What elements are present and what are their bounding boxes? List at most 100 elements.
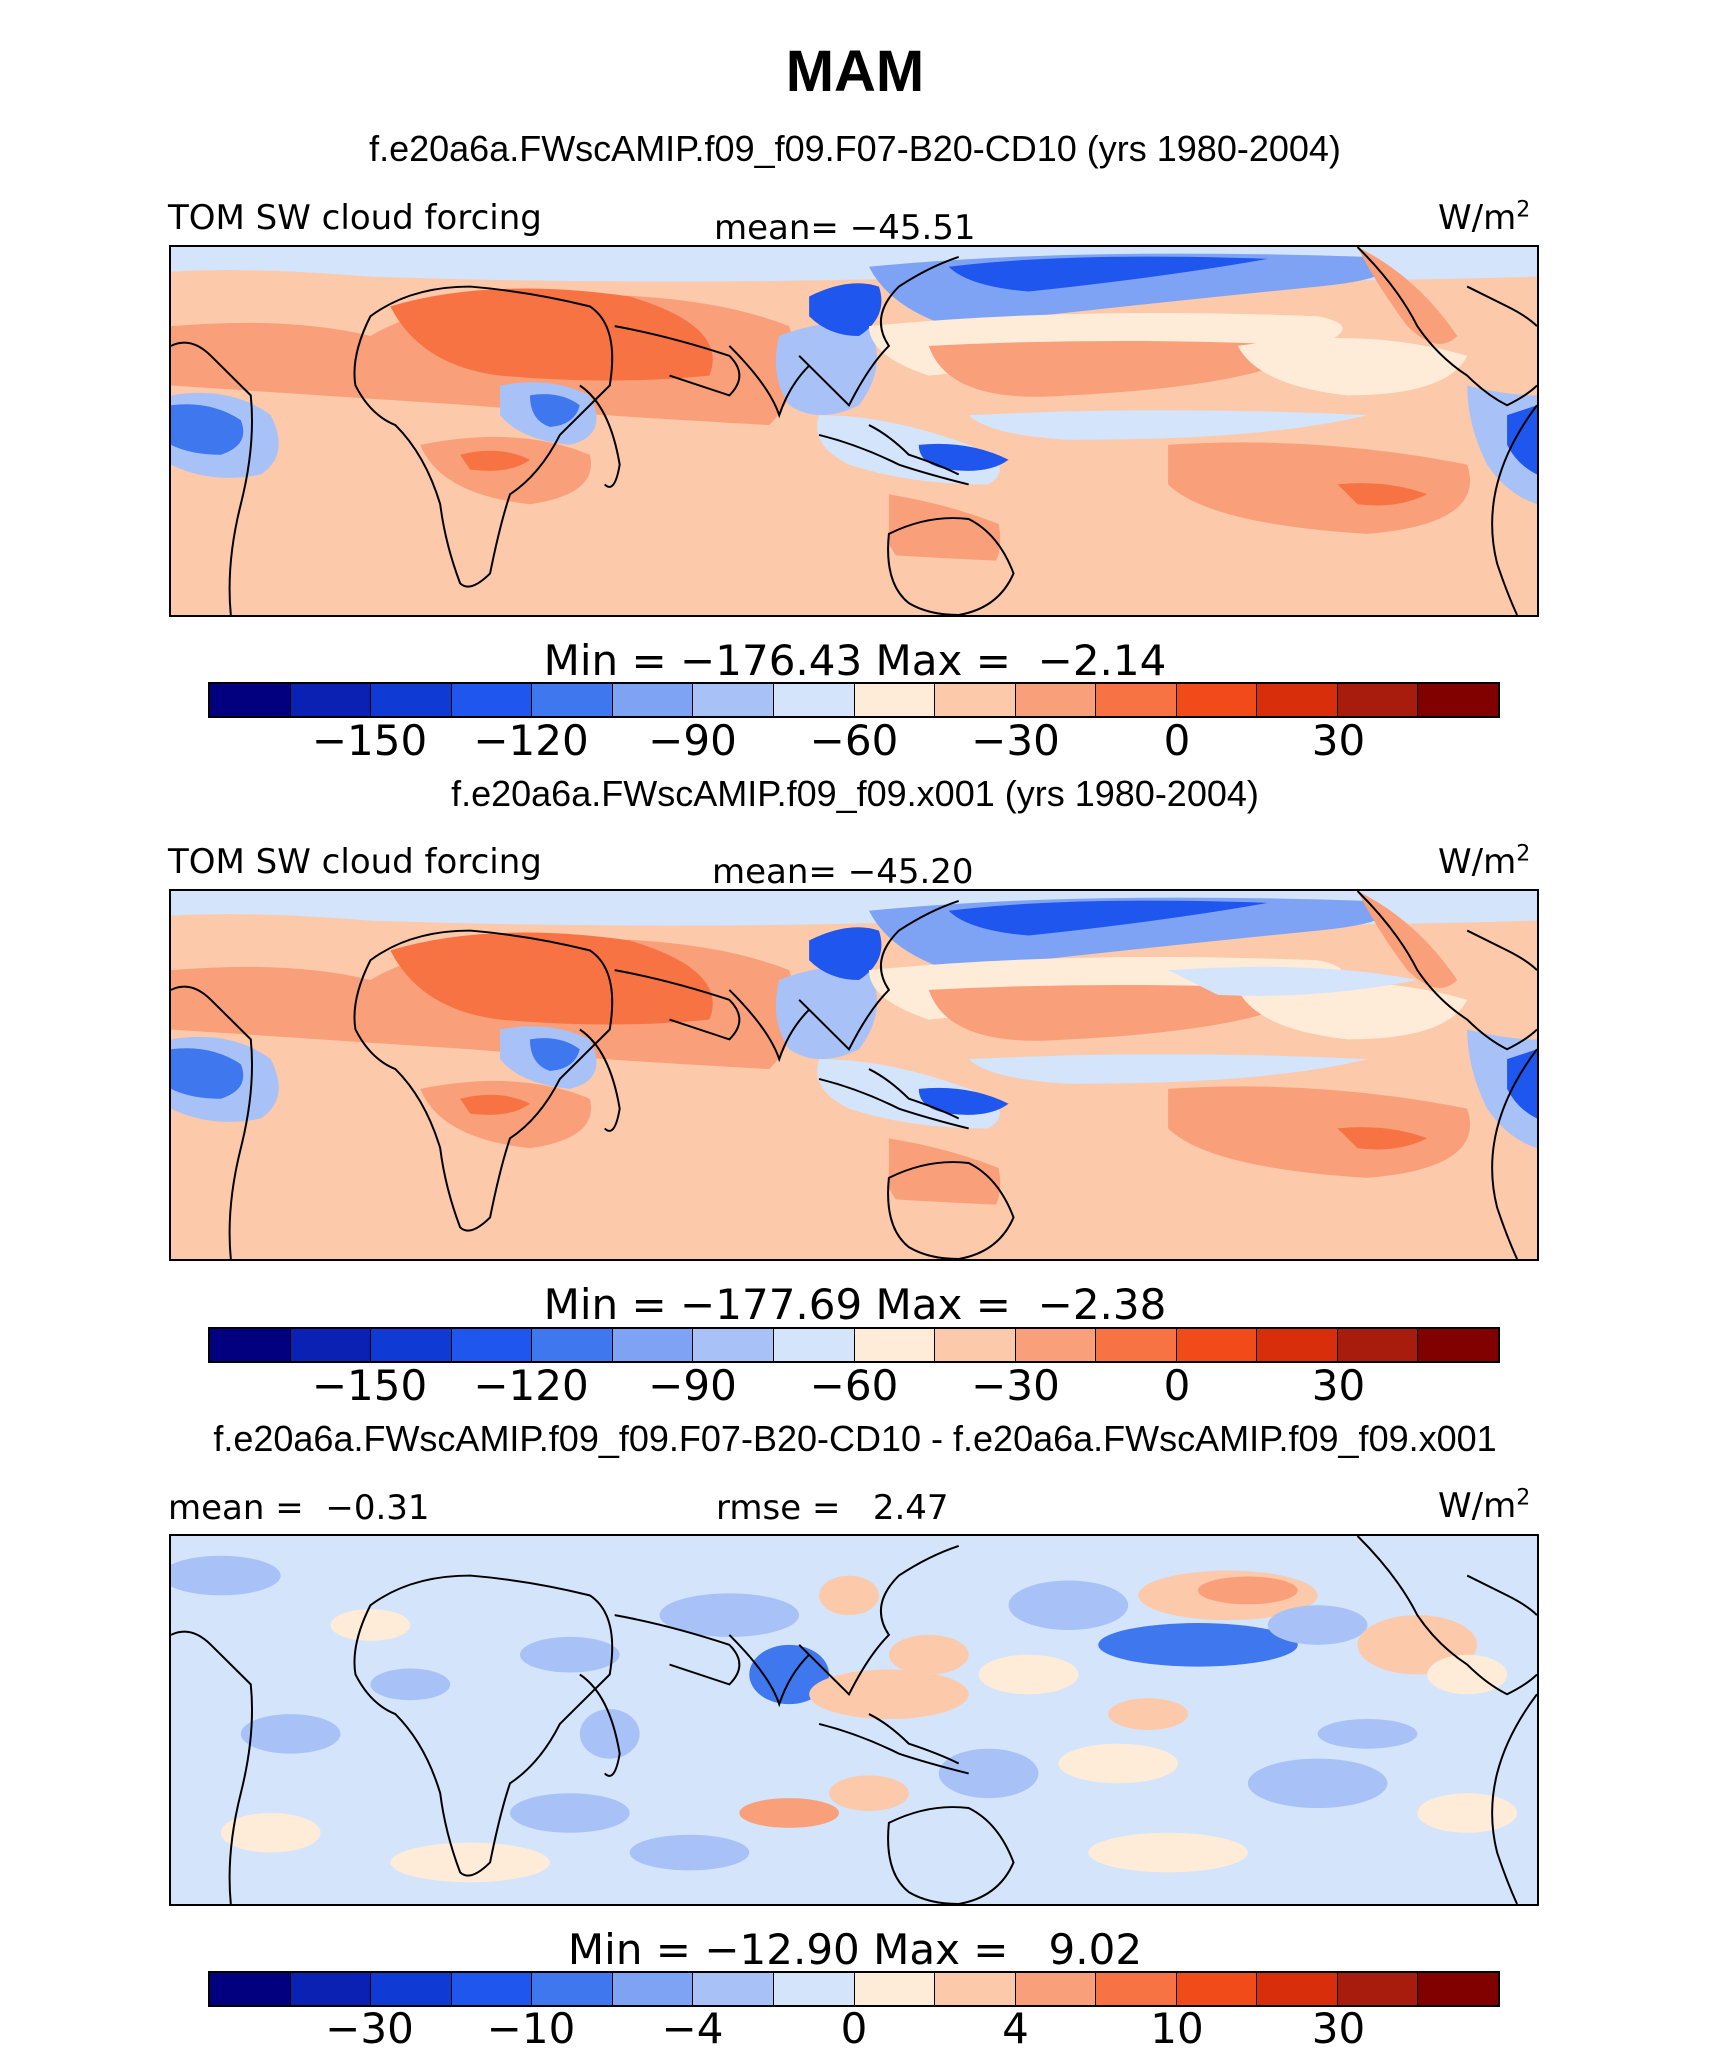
colorbar-swatch [935, 1973, 1016, 2005]
contour-region [1427, 1654, 1508, 1695]
colorbar-tick-label: 30 [1311, 1361, 1366, 1410]
colorbar-tick-label: 30 [1311, 2004, 1366, 2053]
coastline [728, 345, 810, 419]
contour-region [928, 340, 1318, 397]
colorbar-swatch [532, 1973, 613, 2005]
panel-1-map [169, 245, 1539, 617]
colorbar-swatch [210, 684, 291, 716]
coastline [887, 517, 1015, 615]
colorbar-swatch [773, 1973, 855, 2005]
colorbar-swatch [693, 1973, 774, 2005]
colorbar-tick-label: −60 [809, 716, 899, 765]
contour-region [775, 966, 877, 1060]
coastline [171, 341, 253, 615]
coastline [579, 1673, 621, 1777]
coastline [1466, 285, 1537, 327]
coastline [579, 384, 621, 488]
colorbar-swatch [854, 684, 936, 716]
colorbar-swatch [693, 684, 774, 716]
coastline [1491, 1048, 1537, 1259]
colorbar-swatch [1176, 684, 1258, 716]
colorbar-swatch [1418, 684, 1498, 716]
coastline [353, 1574, 614, 1877]
coastline [728, 989, 810, 1063]
colorbar-swatch [290, 1973, 372, 2005]
contour-region [390, 1842, 550, 1883]
panel-2-colorbar-ticks: −150 −120 −90 −60 −30 0 30 [208, 1361, 1500, 1411]
colorbar-swatch [935, 684, 1016, 716]
contour-region [938, 1748, 1039, 1799]
coastline [798, 1544, 960, 1696]
panel-1-colorbar [208, 682, 1500, 718]
colorbar-tick-label: 0 [1163, 716, 1191, 765]
colorbar-swatch [371, 1329, 452, 1361]
contour-region [1267, 1605, 1368, 1645]
panel-3-mean-label: mean = −0.31 [168, 1488, 430, 1528]
panel-3-map [169, 1534, 1539, 1906]
panel-3-units: W/m2 [1438, 1485, 1531, 1526]
contour-region [529, 394, 580, 428]
colorbar-tick-label: 4 [1002, 2004, 1029, 2053]
colorbar-swatch [1096, 684, 1177, 716]
coastline [1356, 891, 1537, 1051]
contour-region [809, 1669, 969, 1720]
contour-region [370, 1668, 451, 1701]
coastline [887, 1161, 1015, 1259]
panel-1-case-title: f.e20a6a.FWscAMIP.f09_f09.F07-B20-CD10 (… [369, 128, 1341, 169]
colorbar-swatch [854, 1329, 936, 1361]
coastline [353, 929, 614, 1232]
contour-region [629, 1834, 750, 1871]
contour-region [968, 410, 1368, 440]
contour-region [171, 1555, 281, 1596]
panel-2-map [169, 889, 1539, 1261]
contour-region [171, 1187, 1537, 1259]
colorbar-swatch [1096, 1973, 1177, 2005]
contour-region [460, 450, 530, 471]
colorbar-tick-label: 10 [1150, 2004, 1204, 2053]
colorbar-swatch [612, 684, 694, 716]
panel-1-units: W/m2 [1438, 197, 1531, 238]
colorbar-swatch [290, 684, 372, 716]
coastline [868, 424, 960, 476]
contour-region [1357, 247, 1458, 344]
contour-region [1088, 1832, 1248, 1873]
contour-region [1108, 1698, 1189, 1730]
colorbar-tick-label: −30 [971, 1361, 1060, 1410]
contour-region [171, 404, 244, 455]
contour-region [1507, 405, 1537, 475]
contour-region [1357, 891, 1458, 988]
contour-region [579, 1709, 640, 1759]
colorbar-tick-label: −10 [486, 2004, 576, 2053]
contour-region [968, 1054, 1368, 1084]
contour-region [1058, 1743, 1179, 1784]
coastline [1356, 1536, 1537, 1696]
contour-region [1337, 1127, 1428, 1150]
colorbar-swatch [1096, 1329, 1177, 1361]
coastline [798, 899, 960, 1051]
colorbar-swatch [612, 1973, 694, 2005]
panel-1-colorbar-ticks: −150 −120 −90 −60 −30 0 30 [208, 716, 1500, 766]
panel-3-colorbar-ticks: −30 −10 −4 0 4 10 30 [208, 2004, 1500, 2053]
panel-3-case-title: f.e20a6a.FWscAMIP.f09_f09.F07-B20-CD10 -… [213, 1418, 1497, 1459]
contour-region [1098, 1623, 1298, 1667]
panel-3-colorbar [208, 1971, 1500, 2007]
colorbar-swatch [451, 1973, 533, 2005]
colorbar-swatch [935, 1329, 1016, 1361]
colorbar-swatch [854, 1973, 936, 2005]
contour-region [1237, 338, 1468, 396]
colorbar-tick-label: −90 [648, 1361, 737, 1410]
contour-region [918, 1087, 1009, 1115]
contour-region [918, 443, 1009, 471]
panel-2-case-title: f.e20a6a.FWscAMIP.f09_f09.x001 (yrs 1980… [451, 773, 1259, 814]
panel-1-minmax: Min = −176.43 Max = −2.14 [543, 636, 1167, 685]
colorbar-swatch [1257, 1329, 1338, 1361]
colorbar-swatch [371, 684, 452, 716]
coastline [579, 1028, 621, 1132]
colorbar-tick-label: −60 [809, 1361, 899, 1410]
contour-region [330, 1609, 411, 1641]
coastline [818, 1722, 969, 1775]
contour-region [1008, 1580, 1129, 1630]
colorbar-swatch [371, 1973, 452, 2005]
contour-field [171, 1536, 1537, 1904]
coastline [868, 1713, 960, 1765]
